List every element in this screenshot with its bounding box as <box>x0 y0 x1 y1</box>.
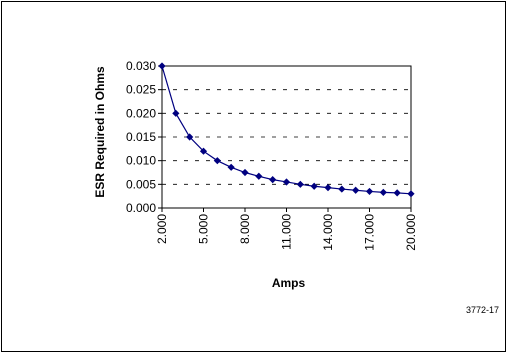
y-tick-label: 0.000 <box>126 201 156 215</box>
y-tick-label: 0.005 <box>126 177 156 191</box>
y-tick-label: 0.025 <box>126 83 156 97</box>
data-point-marker <box>393 189 401 197</box>
data-point-marker <box>379 188 387 196</box>
data-point-marker <box>324 184 332 192</box>
y-tick-label: 0.030 <box>126 59 156 73</box>
data-point-marker <box>213 157 221 165</box>
y-tick-label: 0.010 <box>126 154 156 168</box>
data-point-marker <box>282 178 291 186</box>
data-point-marker <box>352 186 360 194</box>
x-tick-label: 20.000 <box>404 214 418 251</box>
data-point-marker <box>172 109 180 117</box>
x-tick-label: 5.000 <box>197 214 211 244</box>
data-point-marker <box>407 190 415 198</box>
x-tick-label: 11.000 <box>280 214 294 250</box>
y-tick-label: 0.020 <box>126 106 156 120</box>
x-tick-label: 8.000 <box>238 214 252 244</box>
data-point-marker <box>365 187 374 196</box>
x-tick-label: 17.000 <box>363 214 377 251</box>
x-tick-label: 14.000 <box>321 214 335 251</box>
data-point-marker <box>255 172 263 180</box>
data-point-marker <box>186 133 194 141</box>
data-point-marker <box>241 168 249 177</box>
data-point-marker <box>296 180 304 188</box>
grid-lines <box>162 89 411 185</box>
data-point-marker <box>338 185 346 193</box>
data-point-marker <box>158 62 166 70</box>
x-tick-label: 2.000 <box>155 214 169 244</box>
y-tick-label: 0.015 <box>126 130 156 144</box>
series-line <box>161 65 412 195</box>
y-axis-title: ESR Required in Ohms <box>93 66 107 198</box>
data-point-marker <box>269 176 277 184</box>
data-point-marker <box>227 163 235 171</box>
data-point-marker <box>199 147 208 155</box>
data-point-marker <box>310 182 318 190</box>
x-axis-ticks: 2.000 5.000 8.000 11.000 14.000 17.000 20.000 <box>155 208 418 251</box>
data-points <box>158 62 415 198</box>
y-axis-ticks: 0.000 0.005 0.010 0.015 0.020 0.025 0.030 <box>126 59 162 215</box>
x-axis-title: Amps <box>272 276 306 290</box>
figure-number-label: 3772-17 <box>465 305 499 315</box>
